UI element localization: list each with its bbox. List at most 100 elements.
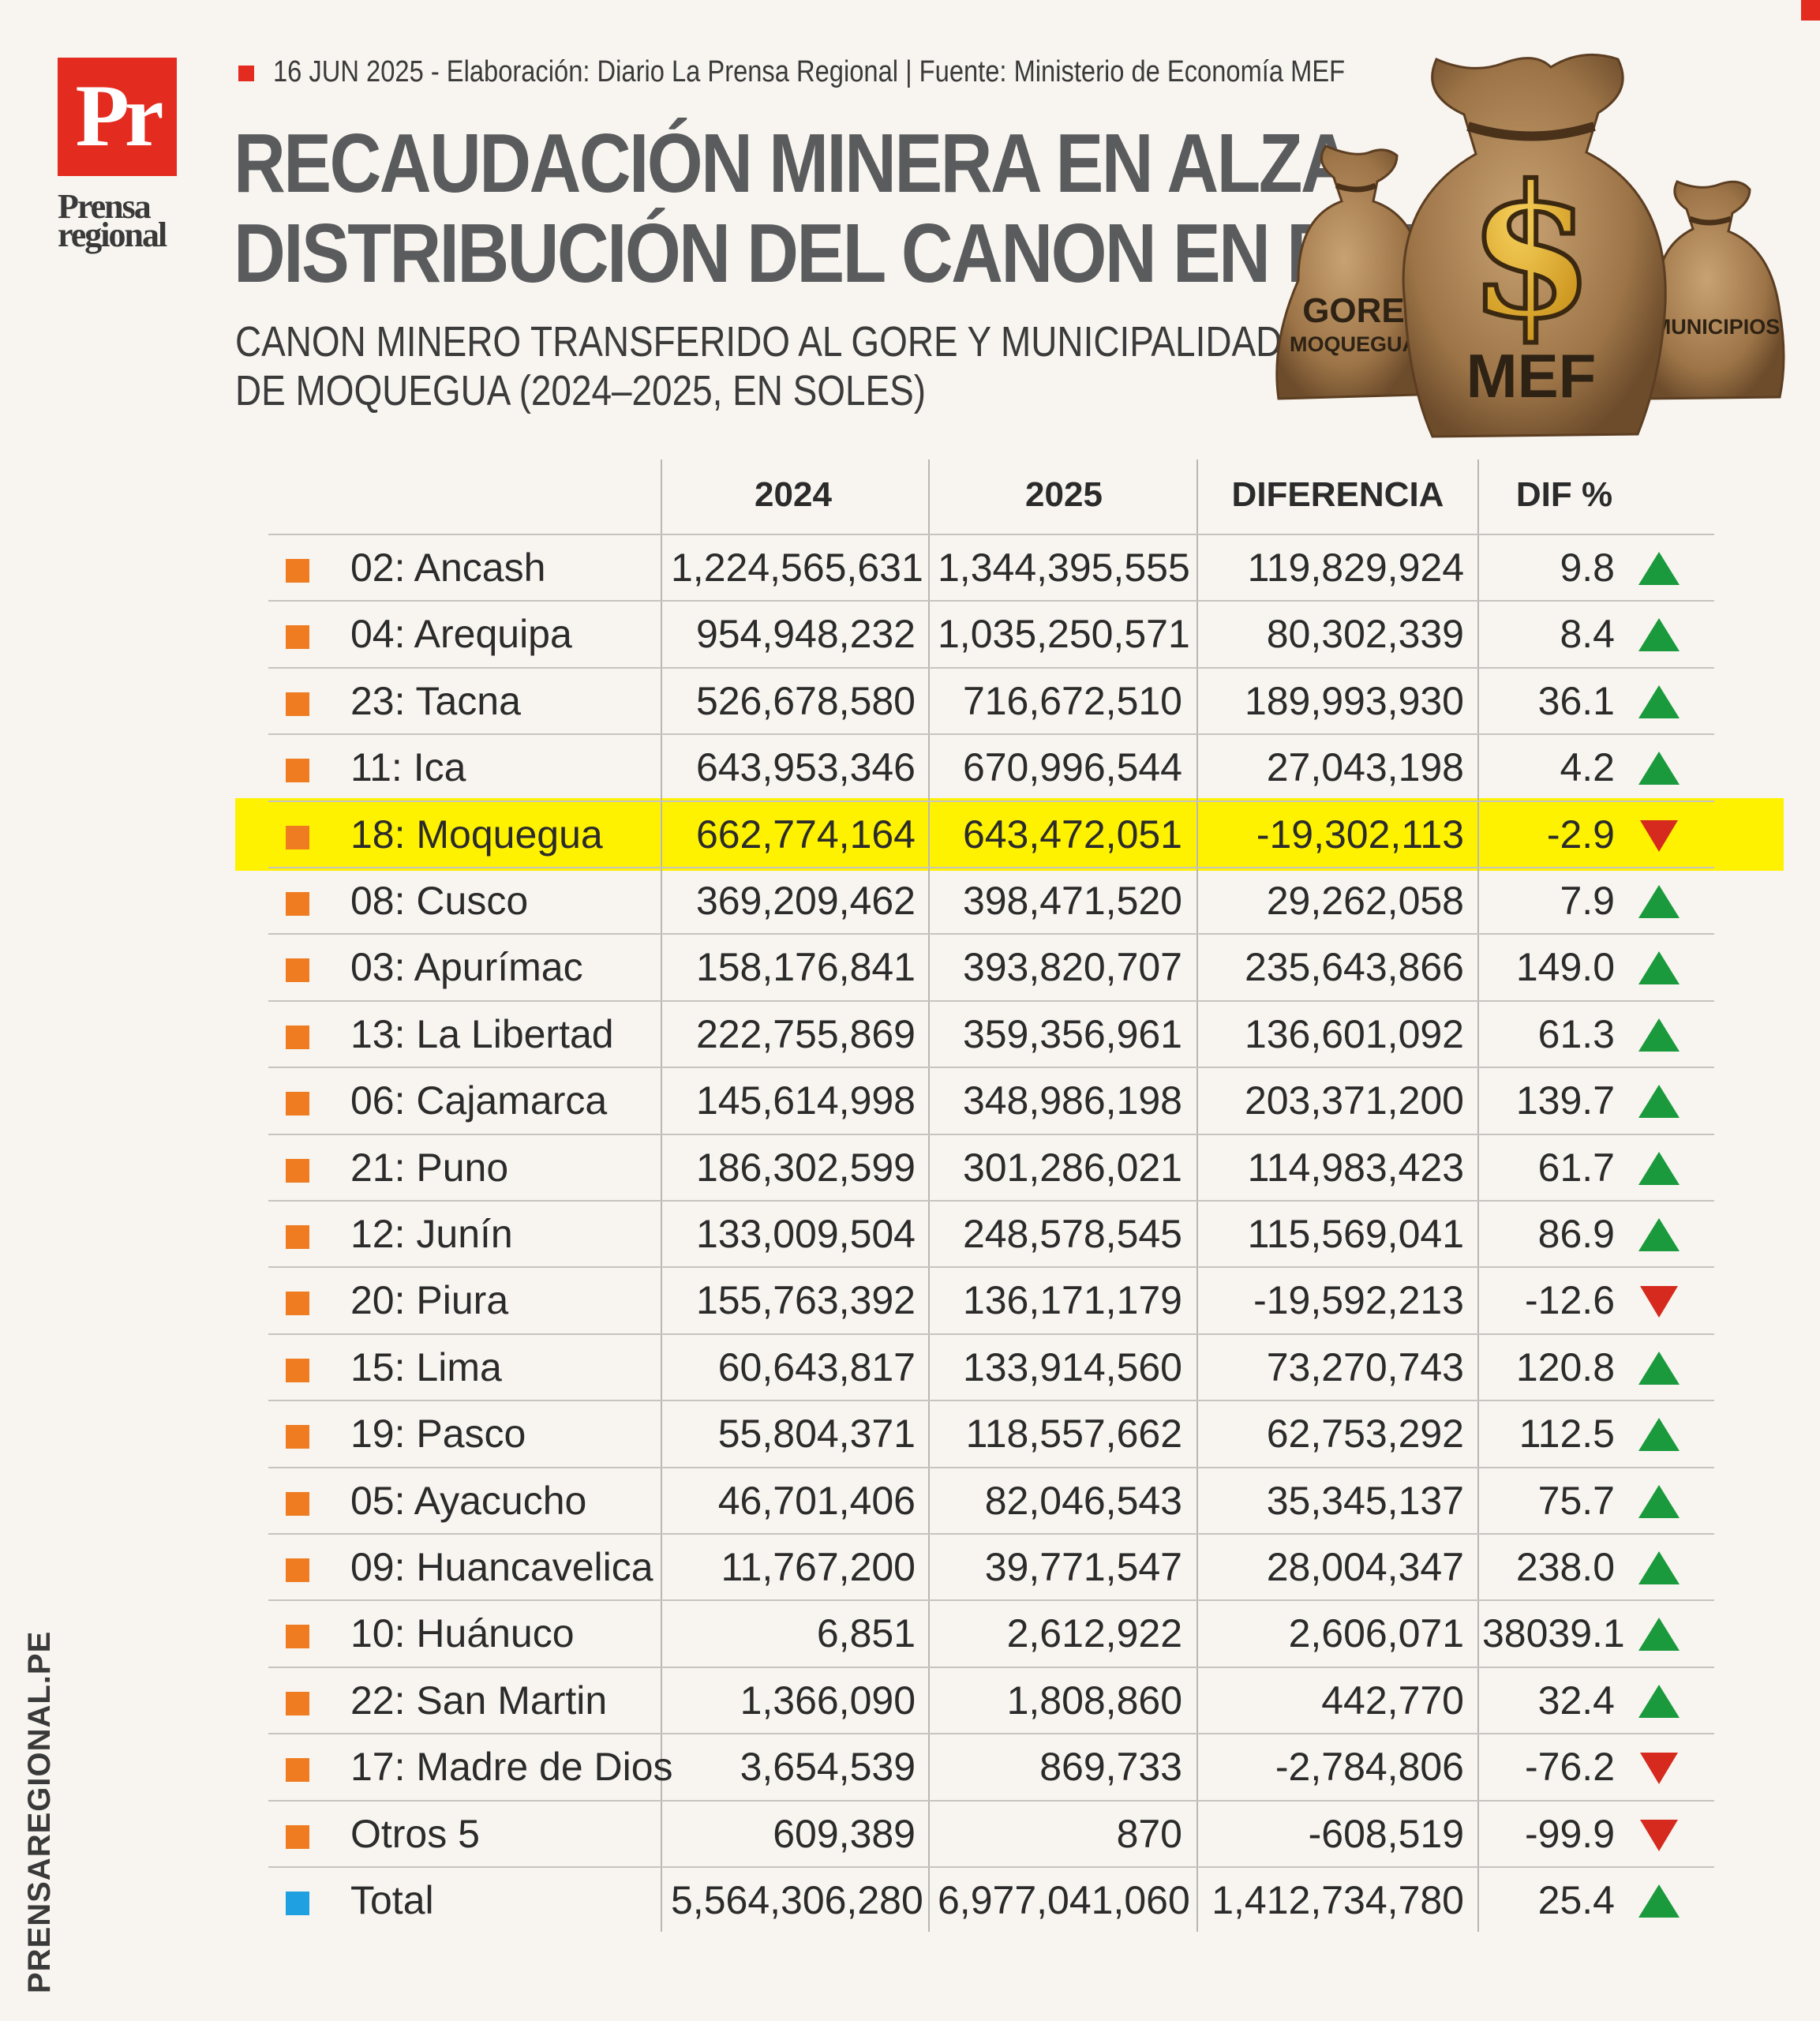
region-name: 19: Pasco (350, 1412, 526, 1457)
bag-municipios-icon: MUNICIPIOS (1642, 180, 1785, 400)
value-2025: 39,771,547 (984, 1545, 1182, 1589)
value-dif-pct: 149.0 (1515, 945, 1615, 990)
value-2024: 643,953,346 (695, 745, 916, 790)
value-dif-pct: 38039.1 (1482, 1611, 1625, 1656)
value-2024: 55,804,371 (717, 1412, 916, 1457)
table-row: 02: Ancash 1,224,565,631 1,344,395,555 119,… (0, 534, 1820, 601)
row-bullet-icon (286, 1358, 309, 1382)
value-2024: 1,224,565,631 (671, 546, 923, 590)
value-diferencia: 1,412,734,780 (1211, 1878, 1464, 1922)
value-dif-pct: 86.9 (1537, 1212, 1615, 1256)
value-diferencia: 2,606,071 (1288, 1611, 1464, 1656)
table-row: 20: Piura 155,763,392 136,171,179 -19,592,2… (0, 1267, 1820, 1333)
region-name: 23: Tacna (350, 678, 521, 723)
row-divider (268, 666, 1714, 669)
region-name: 06: Cajamarca (350, 1078, 608, 1123)
trend-arrow-shape (1638, 1551, 1680, 1584)
row-bullet-icon (286, 759, 309, 783)
title-line-1: RECAUDACIÓN MINERA EN ALZA, (234, 117, 1370, 210)
value-diferencia: 114,983,423 (1247, 1145, 1464, 1190)
trend-arrow-shape (1638, 684, 1680, 718)
row-bullet-icon (286, 825, 309, 849)
trend-down-icon (1640, 1753, 1678, 1785)
value-2025: 133,914,560 (962, 1344, 1182, 1389)
value-2024: 609,389 (773, 1811, 916, 1856)
row-bullet-icon (286, 1092, 309, 1116)
value-2024: 1,366,090 (740, 1678, 916, 1723)
value-2025: 670,996,544 (962, 745, 1182, 790)
row-bullet-icon (286, 1758, 309, 1783)
trend-arrow-shape (1638, 752, 1680, 786)
row-divider (268, 1067, 1714, 1069)
value-2024: 222,755,869 (695, 1011, 916, 1056)
value-2025: 870 (1116, 1811, 1182, 1856)
trend-up-icon (1638, 752, 1680, 786)
region-name: 10: Huánuco (350, 1611, 575, 1656)
value-dif-pct: -2.9 (1546, 812, 1615, 857)
value-diferencia: 136,601,092 (1244, 1011, 1464, 1056)
trend-arrow-shape (1638, 885, 1680, 918)
value-2025: 1,808,860 (1006, 1678, 1182, 1723)
trend-up-icon (1638, 1618, 1680, 1652)
trend-up-icon (1638, 684, 1680, 718)
row-bullet-icon (286, 1691, 309, 1715)
region-name: 13: La Libertad (350, 1011, 614, 1056)
table-row: 08: Cusco 369,209,462 398,471,520 29,262,05… (0, 868, 1820, 934)
region-name: 08: Cusco (350, 879, 529, 923)
table-row: 21: Puno 186,302,599 301,286,021 114,983,42… (0, 1134, 1820, 1201)
value-2024: 5,564,306,280 (671, 1878, 923, 1922)
value-diferencia: 28,004,347 (1266, 1545, 1464, 1589)
trend-up-icon (1638, 1351, 1680, 1385)
trend-up-icon (1638, 885, 1680, 918)
row-divider (268, 1599, 1714, 1602)
row-bullet-icon (286, 958, 309, 983)
table-row: 12: Junín 133,009,504 248,578,545 115,569,0… (0, 1201, 1820, 1267)
row-divider (268, 600, 1714, 602)
table-row: 10: Huánuco 6,851 2,612,922 2,606,071 38039.… (0, 1600, 1820, 1667)
table-row: 04: Arequipa 954,948,232 1,035,250,571 80,3… (0, 601, 1820, 667)
bag-left-line2: MOQUEGUA (1290, 332, 1417, 356)
row-divider (268, 999, 1714, 1002)
value-diferencia: 35,345,137 (1266, 1478, 1464, 1523)
value-2024: 662,774,164 (695, 812, 916, 857)
trend-up-icon (1638, 1684, 1680, 1718)
value-2024: 6,851 (816, 1611, 916, 1656)
brand-name-line1: Prensa (58, 187, 152, 226)
trend-arrow-shape (1638, 951, 1680, 985)
value-2024: 3,654,539 (740, 1745, 916, 1790)
logo-text: Pr (75, 67, 163, 165)
trend-arrow-shape (1640, 819, 1678, 852)
column-divider (1196, 459, 1198, 1932)
value-diferencia: 115,569,041 (1247, 1212, 1464, 1256)
region-name: 04: Arequipa (350, 612, 572, 657)
row-divider (268, 534, 1714, 535)
row-divider (268, 1400, 1714, 1402)
value-dif-pct: 4.2 (1560, 745, 1615, 790)
value-dif-pct: -76.2 (1525, 1745, 1615, 1790)
value-2024: 526,678,580 (695, 678, 916, 723)
trend-up-icon (1638, 1884, 1680, 1918)
trend-arrow-shape (1638, 1684, 1680, 1718)
row-divider (268, 1733, 1714, 1735)
row-divider (268, 1799, 1714, 1802)
corner-accent (1801, 0, 1820, 21)
region-name: 15: Lima (350, 1344, 502, 1389)
column-header-diferencia: DIFERENCIA (1231, 475, 1444, 514)
table-row: 11: Ica 643,953,346 670,996,544 27,043,198 4… (0, 734, 1820, 801)
row-bullet-icon (286, 1892, 309, 1915)
table-row: 17: Madre de Dios 3,654,539 869,733 -2,784,… (0, 1734, 1820, 1800)
brand-name-line2: regional (58, 216, 167, 254)
value-2025: 716,672,510 (962, 678, 1182, 723)
table-row: 05: Ayacucho 46,701,406 82,046,543 35,345,1… (0, 1468, 1820, 1534)
value-diferencia: -19,592,213 (1253, 1278, 1464, 1323)
row-bullet-icon (286, 559, 309, 583)
trend-arrow-shape (1638, 1884, 1680, 1918)
brand-name: Prensa regional (58, 187, 192, 254)
value-diferencia: 80,302,339 (1266, 612, 1464, 657)
title-line-2: DISTRIBUCIÓN DEL CANON EN BAJA (234, 207, 1477, 300)
subtitle-line-1: CANON MINERO TRANSFERIDO AL GORE Y MUNIC… (235, 318, 1331, 366)
value-2024: 145,614,998 (695, 1078, 916, 1123)
trend-up-icon (1638, 1018, 1680, 1052)
value-2024: 369,209,462 (695, 879, 916, 923)
table-row: 22: San Martin 1,366,090 1,808,860 442,770 3… (0, 1667, 1820, 1734)
